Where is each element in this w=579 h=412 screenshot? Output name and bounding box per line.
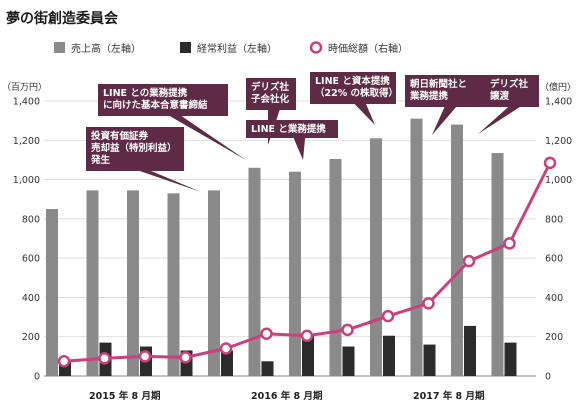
annotation-text: 投資有価証券売却益（特別利益）発生 — [90, 130, 177, 166]
profit-bar — [261, 361, 274, 376]
market-cap-point — [462, 254, 476, 268]
market-cap-point — [179, 351, 192, 364]
legend-marketcap-marker — [309, 41, 323, 54]
left-tick-label: 1,000 — [13, 175, 40, 186]
profit-bar — [423, 344, 436, 376]
bars — [46, 118, 517, 376]
sales-bar — [46, 209, 58, 376]
sales-bar — [86, 190, 99, 376]
sales-bar — [410, 118, 423, 376]
market-cap-point — [503, 237, 516, 250]
profit-bar — [302, 335, 314, 376]
market-cap-point — [260, 327, 273, 341]
right-tick-label: 1,200 — [545, 136, 572, 147]
annotation-box — [246, 78, 296, 110]
sales-bar — [289, 171, 301, 376]
profit-bar — [383, 335, 395, 376]
profit-bar — [221, 350, 233, 376]
sales-bar — [329, 158, 342, 376]
right-axis-unit: （億円） — [540, 81, 576, 93]
sales-bar — [127, 190, 139, 376]
right-tick-label: 800 — [545, 214, 563, 225]
market-cap-point — [98, 352, 111, 365]
market-cap-point — [341, 323, 354, 337]
sales-bar — [167, 193, 180, 376]
right-axis-ticks: 0 200 400 600 800 1,000 1,200 1,400 — [545, 97, 572, 383]
x-axis-label: 2016 年 8 月期 — [251, 390, 322, 402]
annotation-box — [310, 72, 396, 104]
left-axis-unit: （百万円） — [2, 82, 47, 93]
market-cap-point — [381, 309, 395, 323]
annotation-text: LINE と業務提携 — [251, 123, 326, 135]
profit-bar — [342, 346, 355, 376]
left-tick-label: 400 — [22, 293, 40, 304]
annotation-text: LINE と資本提携（22% の株取得） — [315, 75, 398, 99]
market-cap-point — [138, 350, 152, 363]
left-tick-label: 600 — [22, 254, 40, 265]
sales-bar — [248, 167, 261, 376]
sales-bar — [451, 124, 463, 376]
sales-bar — [208, 190, 220, 376]
right-tick-label: 1,000 — [545, 175, 572, 186]
annotation-callout: 投資有価証券売却益（特別利益）発生 — [86, 127, 201, 192]
market-cap-line — [57, 156, 557, 368]
annotation-box — [485, 75, 539, 107]
right-tick-label: 0 — [545, 372, 551, 383]
left-tick-label: 0 — [34, 372, 40, 383]
market-cap-point — [422, 297, 435, 310]
annotation-text: デリズ社子会社化 — [251, 81, 290, 105]
legend: 売上高（左軸） 経常利益（左軸） 時価総額（右軸） — [54, 41, 408, 55]
right-tick-label: 600 — [545, 254, 563, 265]
x-axis-label: 2015 年 8 月期 — [89, 390, 160, 402]
annotation-callout: LINE との業務提携に向けた基本合意書締結 — [98, 84, 246, 160]
annotation-callout: LINE と業務提携 — [246, 120, 338, 160]
annotation-box — [246, 120, 338, 138]
annotation-callout: デリズ社譲渡 — [478, 75, 539, 134]
profit-bar — [504, 342, 517, 376]
right-tick-label: 400 — [545, 293, 563, 304]
sales-bar — [491, 153, 504, 376]
annotation-text: LINE との業務提携に向けた基本合意書締結 — [103, 87, 208, 111]
left-tick-label: 1,200 — [13, 136, 40, 147]
annotation-text: デリズ社譲渡 — [490, 78, 529, 102]
left-tick-label: 1,400 — [13, 97, 40, 108]
annotation-text: 朝日新聞社と業務提携 — [409, 78, 467, 102]
legend-profit-swatch — [180, 42, 191, 53]
legend-sales-label: 売上高（左軸） — [71, 42, 141, 55]
market-cap-point — [543, 156, 557, 170]
profit-bar — [464, 325, 476, 376]
annotation-callout: LINE と資本提携（22% の株取得） — [310, 72, 398, 125]
right-tick-label: 200 — [545, 332, 563, 343]
left-axis-ticks: 0 200 400 600 800 1,000 1,200 1,400 — [13, 97, 40, 383]
legend-sales-swatch — [54, 42, 65, 53]
annotation-box — [405, 75, 485, 107]
x-axis-label: 2017 年 8 月期 — [413, 390, 484, 402]
chart-title: 夢の街創造委員会 — [6, 10, 119, 27]
right-tick-label: 1,400 — [545, 97, 572, 108]
left-tick-label: 800 — [22, 214, 40, 225]
sales-bar — [370, 138, 382, 376]
annotation-callout: 朝日新聞社と業務提携 — [405, 75, 485, 135]
x-axis-labels: 2015 年 8 月期 2016 年 8 月期 2017 年 8 月期 — [89, 390, 484, 402]
market-cap-point — [57, 355, 71, 368]
left-tick-label: 200 — [22, 332, 40, 343]
market-cap-point — [219, 342, 233, 355]
market-cap-point — [300, 329, 314, 342]
annotation-box — [98, 84, 228, 116]
legend-profit-label: 経常利益（左軸） — [197, 42, 277, 55]
annotation-box — [86, 127, 184, 171]
legend-marketcap-label: 時価総額（右軸） — [328, 42, 408, 55]
